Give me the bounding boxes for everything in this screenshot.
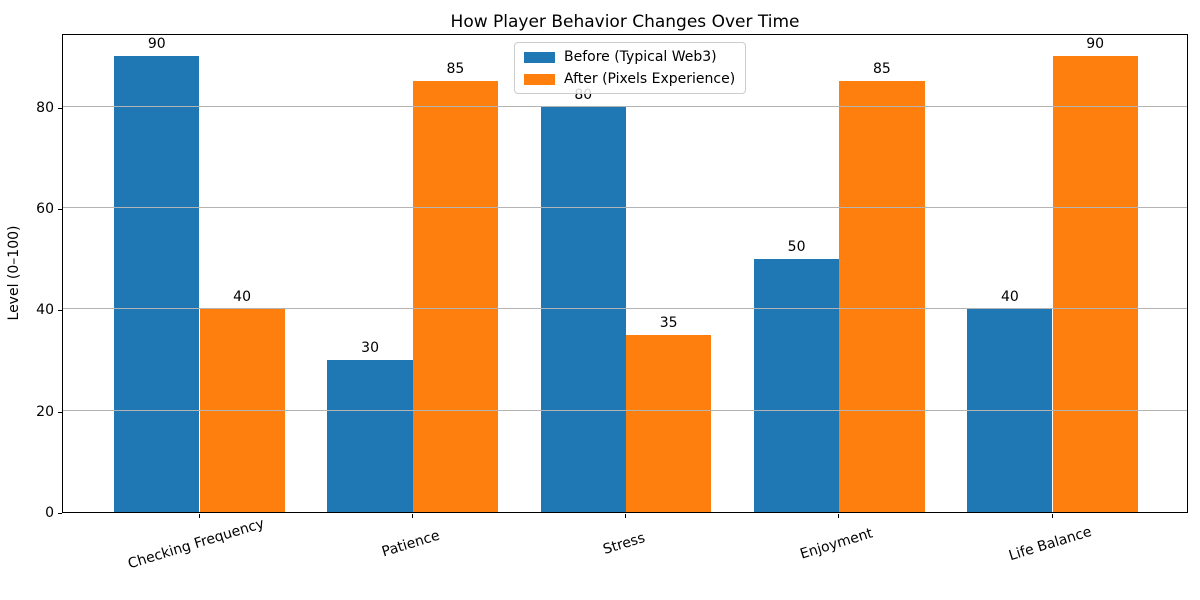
legend-item-after: After (Pixels Experience) (524, 71, 735, 87)
legend-swatch-before (524, 51, 555, 63)
y-tick-mark-80 (58, 107, 62, 109)
gridline-80 (63, 105, 1187, 107)
y-tick-mark-0 (58, 513, 62, 514)
bar-after-3 (839, 81, 925, 512)
x-tick-label-2: Stress (601, 530, 648, 558)
x-tick-mark-0 (198, 514, 200, 518)
y-tick-label-60: 60 (36, 200, 54, 217)
plot-area: 90 30 80 50 40 40 85 35 85 90 (62, 34, 1188, 513)
chart-title: How Player Behavior Changes Over Time (450, 12, 800, 32)
legend-item-before: Before (Typical Web3) (524, 49, 735, 65)
y-tick-mark-20 (58, 411, 62, 413)
bar-after-2 (626, 334, 712, 512)
x-tick-label-1: Patience (379, 527, 442, 561)
x-tick-label-4: Life Balance (1006, 523, 1094, 565)
bar-value-label: 40 (233, 289, 252, 306)
bar-value-label: 35 (659, 314, 678, 331)
bar-value-label: 30 (361, 339, 380, 356)
x-tick-mark-2 (625, 514, 626, 518)
x-tick-label-3: Enjoyment (798, 525, 876, 563)
y-tick-label-40: 40 (36, 302, 54, 319)
gridline-20 (63, 409, 1187, 411)
bar-value-label: 85 (446, 61, 465, 78)
bar-before-0 (114, 55, 200, 512)
bar-value-label: 40 (1000, 289, 1019, 306)
bar-value-label: 85 (872, 61, 891, 78)
bar-value-label: 90 (1086, 35, 1105, 52)
y-tick-mark-40 (58, 310, 62, 312)
bar-before-3 (754, 258, 840, 512)
y-tick-mark-60 (58, 208, 62, 210)
legend-swatch-after (524, 73, 555, 85)
y-tick-label-20: 20 (36, 403, 54, 420)
bar-after-4 (1052, 55, 1138, 512)
x-tick-mark-1 (411, 514, 413, 518)
bar-before-1 (327, 359, 413, 512)
bar-value-label: 50 (787, 238, 806, 255)
y-tick-label-0: 0 (45, 505, 54, 521)
bar-before-2 (540, 106, 626, 512)
legend-label-after: After (Pixels Experience) (564, 71, 736, 87)
gridline-40 (63, 308, 1187, 310)
bar-value-label: 90 (147, 35, 166, 52)
legend-label-before: Before (Typical Web3) (564, 49, 717, 65)
y-tick-label-80: 80 (36, 99, 54, 116)
gridline-60 (63, 206, 1187, 208)
bar-after-1 (412, 81, 498, 512)
x-tick-mark-3 (838, 514, 840, 518)
x-tick-label-0: Checking Frequency (125, 515, 266, 573)
x-tick-mark-4 (1051, 514, 1053, 518)
legend: Before (Typical Web3) After (Pixels Expe… (514, 42, 747, 94)
